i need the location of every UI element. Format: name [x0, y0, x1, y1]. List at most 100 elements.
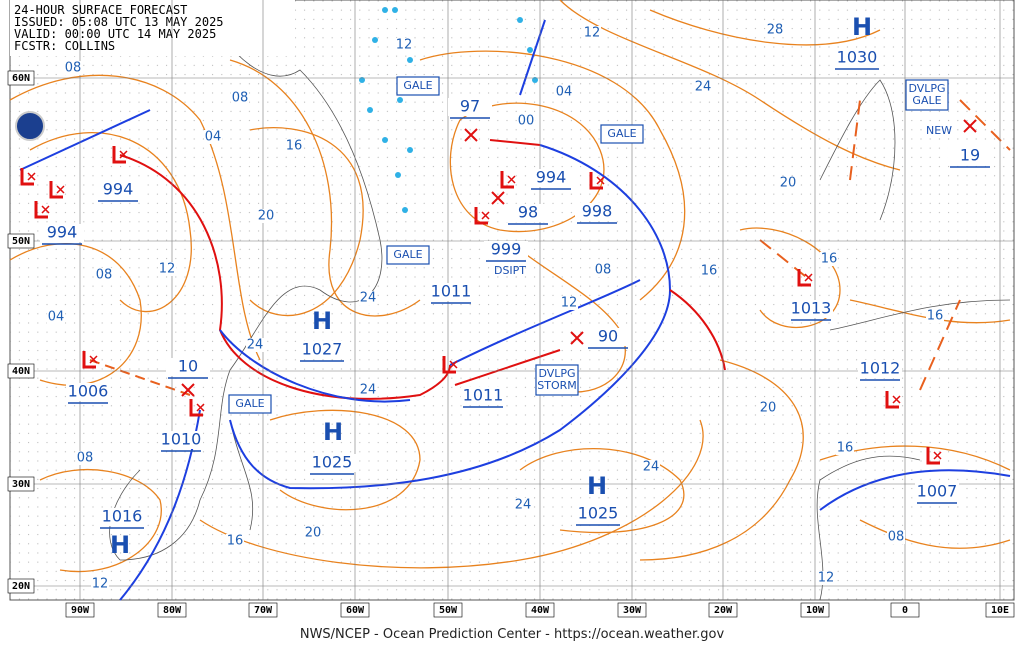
high-symbol: H: [312, 307, 332, 335]
latitude-label: 20N: [12, 581, 30, 592]
label-bg: [257, 209, 275, 223]
low-x: [507, 175, 516, 184]
low-pressure: 1007: [917, 482, 958, 501]
label-bg: [7, 233, 35, 249]
high-pressure: 1027: [302, 340, 343, 359]
label-bg: [887, 530, 905, 544]
longitude-label: 10E: [991, 605, 1009, 616]
isobar-label: 04: [205, 130, 222, 145]
isobar-label: 16: [227, 534, 244, 549]
warning-text: DVLPG: [538, 367, 575, 380]
low-pressure: 994: [103, 180, 134, 199]
longitude-label: 10W: [806, 605, 825, 616]
isobar-label: 08: [888, 530, 905, 545]
low-x: [933, 451, 942, 460]
high-symbol: H: [587, 472, 607, 500]
coastlines: [109, 0, 1011, 601]
label-bg: [594, 263, 612, 277]
label-bg: [915, 483, 959, 501]
high-symbol: H: [323, 418, 343, 446]
label-bg: [395, 38, 413, 52]
label-bg: [708, 602, 738, 618]
low-x: [892, 395, 901, 404]
label-bg: [96, 181, 140, 199]
isobar-label: 24: [515, 498, 532, 513]
high-pressure: 1025: [312, 453, 353, 472]
label-bg: [525, 602, 555, 618]
isobar-label: 12: [159, 262, 176, 277]
low-symbol: [926, 447, 940, 465]
label-bg: [166, 358, 210, 376]
label-bg: [7, 578, 35, 594]
label-bg: [833, 49, 881, 67]
label-bg: [64, 61, 82, 75]
longitude-label: 50W: [439, 605, 458, 616]
longitude-label: 80W: [163, 605, 182, 616]
isobar-label: 16: [927, 309, 944, 324]
label-bg: [517, 114, 535, 128]
isobar-label: 08: [65, 61, 82, 76]
low-symbol: [797, 269, 811, 287]
isobars: [9, 0, 1011, 573]
isobar-label: 12: [561, 296, 578, 311]
low-pressure: 1011: [463, 386, 504, 405]
warning-text: STORM: [537, 379, 577, 392]
label-bg: [575, 203, 619, 221]
isobar-label: 20: [760, 401, 777, 416]
label-bg: [574, 505, 622, 523]
isobar-label: 16: [821, 252, 838, 267]
isobar-label: 24: [643, 460, 660, 475]
longitude-label: 30W: [623, 605, 642, 616]
header-line: FCSTR: COLLINS: [14, 39, 115, 53]
label-bg: [779, 176, 797, 190]
latitude-label: 30N: [12, 479, 30, 490]
label-bg: [359, 383, 377, 397]
low-symbol: [474, 207, 488, 225]
label-bg: [248, 602, 278, 618]
label-bg: [7, 363, 35, 379]
latitude-label: 50N: [12, 236, 30, 247]
header-line: 24-HOUR SURFACE FORECAST: [14, 3, 187, 17]
label-bg: [506, 204, 550, 222]
label-bg: [642, 460, 660, 474]
label-bg: [226, 534, 244, 548]
warning-box: [535, 364, 579, 396]
isobar-label: 12: [584, 26, 601, 41]
longitude-label: 20W: [714, 605, 733, 616]
x-mark: [181, 383, 195, 397]
high-symbol: H: [110, 531, 130, 559]
note: DSIPT: [494, 264, 526, 277]
low-pressure: 90: [598, 327, 618, 346]
low-x: [56, 185, 65, 194]
label-bg: [448, 98, 492, 116]
header-line: VALID: 00:00 UTC 14 MAY 2025: [14, 27, 216, 41]
x-mark: [570, 331, 584, 345]
isobar-label: 24: [695, 80, 712, 95]
warning-box: [905, 79, 949, 111]
label-bg: [340, 602, 370, 618]
fronts: [19, 19, 1011, 601]
longitude-label: 0: [902, 605, 908, 616]
low-symbol: [500, 171, 514, 189]
high-symbol: H: [852, 13, 872, 41]
longitude-label: 40W: [531, 605, 550, 616]
header-line: ISSUED: 05:08 UTC 13 MAY 2025: [14, 15, 224, 29]
warning-box: [228, 394, 272, 414]
label-bg: [789, 300, 833, 318]
low-x: [41, 205, 50, 214]
map-frame: [9, 0, 1015, 601]
label-bg: [766, 23, 784, 37]
label-bg: [694, 80, 712, 94]
longitude-label: 60W: [346, 605, 365, 616]
low-symbol: [189, 399, 203, 417]
isobar-label: 20: [780, 176, 797, 191]
footer: NWS/NCEP - Ocean Prediction Center - htt…: [300, 627, 725, 642]
warning-text: DVLPG: [908, 82, 945, 95]
label-bg: [586, 328, 630, 346]
low-symbol: [34, 201, 48, 219]
high-pressure: 1030: [837, 48, 878, 67]
isobar-label: 04: [48, 310, 65, 325]
label-bg: [461, 387, 505, 405]
low-symbol: [49, 181, 63, 199]
